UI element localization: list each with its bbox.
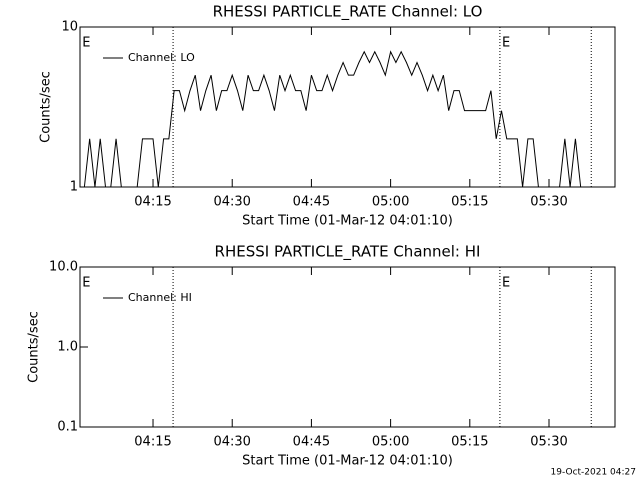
x-tick-label: 05:15 [451,195,488,210]
x-tick-label: 05:00 [372,435,409,450]
x-tick-label: 04:15 [134,435,171,450]
x-tick-label: 05:30 [530,195,567,210]
x-axis-label: Start Time (01-Mar-12 04:01:10) [242,214,453,229]
x-tick-label: 05:30 [530,435,567,450]
x-tick-label: 04:15 [134,195,171,210]
x-tick-label: 04:45 [293,435,330,450]
legend-label: Channel: HI [128,291,192,304]
legend-label: Channel: LO [128,51,195,64]
plot-frame [79,26,616,188]
x-tick-label: 04:30 [213,435,250,450]
x-axis-label: Start Time (01-Mar-12 04:01:10) [242,454,453,469]
annotation: E [82,36,90,51]
y-tick-label: 0.1 [57,420,78,435]
footer: 19-Oct-2021 04:27 [551,468,636,478]
chart-title: RHESSI PARTICLE_RATE Channel: LO [213,3,483,22]
y-tick-label: 1.0 [57,340,78,355]
annotation: E [502,36,510,51]
y-axis-label: Counts/sec [39,71,54,143]
y-tick-label: 1 [70,180,78,195]
y-axis-label: Counts/sec [27,311,42,383]
x-tick-label: 04:30 [213,195,250,210]
data-line [83,50,586,188]
y-tick-label: 10.0 [49,260,78,275]
x-tick-label: 05:00 [372,195,409,210]
chart-title: RHESSI PARTICLE_RATE Channel: HI [215,243,481,262]
x-tick-label: 04:45 [293,195,330,210]
annotation: E [82,276,90,291]
y-tick-label: 10 [61,20,78,35]
x-tick-label: 05:15 [451,435,488,450]
annotation: E [502,276,510,291]
